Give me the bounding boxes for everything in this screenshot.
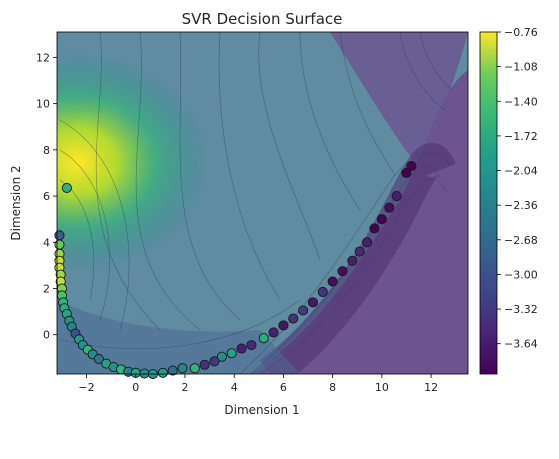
- data-point-33: [216, 351, 227, 362]
- data-point-27: [157, 367, 168, 378]
- data-point-36: [246, 340, 257, 351]
- y-tick-label: 4: [43, 236, 50, 249]
- y-tick-label: 12: [36, 51, 50, 64]
- data-point-39: [278, 320, 289, 331]
- data-point-31: [199, 359, 210, 370]
- contour-surface: [57, 32, 468, 374]
- data-point-55: [61, 182, 72, 194]
- data-point-28: [167, 365, 178, 376]
- data-point-49: [369, 223, 380, 234]
- data-point-52: [391, 191, 402, 202]
- chart-title: SVR Decision Surface: [182, 10, 343, 28]
- y-tick-label: 2: [43, 283, 50, 296]
- data-point-53: [401, 167, 412, 179]
- x-axis-label: Dimension 1: [224, 403, 299, 417]
- data-point-47: [354, 246, 365, 257]
- plot-frame: [56, 31, 469, 375]
- data-point-0: [54, 230, 65, 241]
- x-tick-label: 2: [181, 381, 188, 394]
- data-point-34: [226, 348, 237, 359]
- x-tick-label: −2: [78, 381, 94, 394]
- colorbar-tick-label: −3.00: [504, 268, 538, 281]
- colorbar-tick-label: −2.68: [504, 234, 538, 247]
- y-tick-label: 6: [43, 190, 50, 203]
- data-point-40: [288, 313, 299, 324]
- colorbar-tick-label: −1.08: [504, 61, 538, 74]
- x-tick-label: 10: [375, 381, 389, 394]
- y-tick-label: 8: [43, 144, 50, 157]
- x-tick-label: 8: [329, 381, 336, 394]
- data-point-43: [317, 286, 328, 298]
- data-point-48: [362, 237, 373, 248]
- data-point-38: [268, 327, 279, 338]
- colorbar-frame: [479, 31, 498, 375]
- colorbar-ticks: −0.76 −1.08 −1.40 −1.72 −2.04 −2.36 −2.68 −3.00…: [497, 26, 538, 351]
- data-point-32: [209, 356, 220, 367]
- data-point-37: [258, 333, 269, 344]
- colorbar-tick-label: −2.04: [504, 165, 538, 178]
- colorbar-tick-label: −0.76: [504, 26, 538, 39]
- data-point-44: [327, 276, 338, 287]
- contour-lines: [59, 32, 453, 374]
- y-axis-label: Dimension 2: [9, 165, 23, 240]
- colorbar-tick-label: −3.64: [504, 338, 538, 351]
- data-point-42: [307, 297, 319, 308]
- data-point-19: [93, 353, 104, 365]
- colorbar: −0.76 −1.08 −1.40 −1.72 −2.04 −2.36 −2.68 −3.00…: [479, 26, 538, 375]
- y-tick-label: 0: [43, 329, 50, 342]
- y-tick-label: 10: [36, 98, 50, 111]
- data-point-30: [189, 363, 200, 374]
- x-tick-label: 0: [132, 381, 139, 394]
- data-point-1: [54, 239, 65, 250]
- x-axis-ticks: −2 0 2 4 6 8 10 12: [78, 374, 438, 394]
- data-point-45: [337, 266, 348, 277]
- colorbar-tick-label: −1.40: [504, 95, 538, 108]
- data-point-51: [384, 202, 395, 213]
- data-point-29: [177, 363, 188, 374]
- x-tick-label: 6: [280, 381, 287, 394]
- colorbar-tick-label: −1.72: [504, 130, 538, 143]
- data-point-41: [298, 305, 309, 316]
- x-tick-label: 4: [231, 381, 238, 394]
- data-point-54: [406, 160, 417, 172]
- y-axis-ticks: 0 2 4 6 8 10 12: [36, 51, 57, 342]
- colorbar-tick-label: −2.36: [504, 199, 538, 212]
- data-point-50: [376, 214, 387, 225]
- yellow-hot-spot: [57, 32, 468, 374]
- colorbar-tick-label: −3.32: [504, 303, 538, 316]
- x-tick-label: 12: [424, 381, 438, 394]
- colorbar-gradient: [480, 32, 497, 374]
- data-point-46: [347, 255, 358, 266]
- data-point-25: [139, 368, 150, 379]
- data-point-35: [236, 343, 247, 354]
